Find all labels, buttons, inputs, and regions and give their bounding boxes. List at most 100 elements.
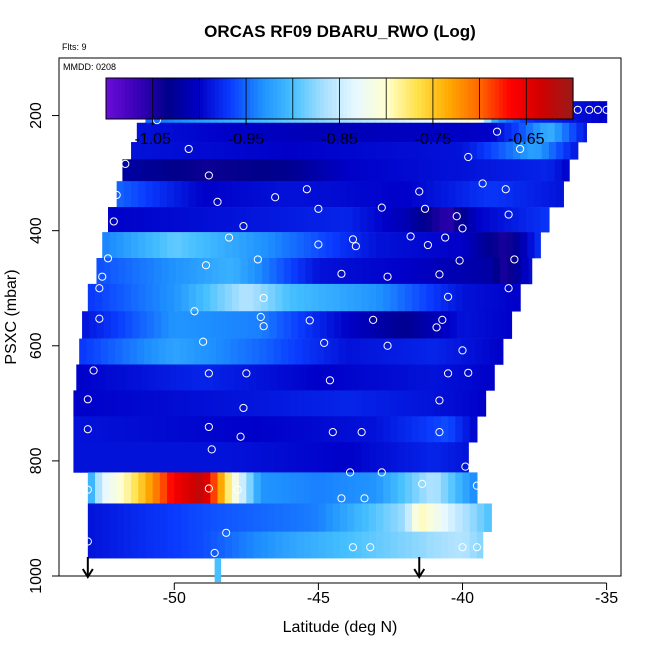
heatmap-cell xyxy=(201,122,210,143)
heatmap-cell xyxy=(341,311,350,339)
heatmap-cell xyxy=(303,283,312,312)
heatmap-cell xyxy=(283,258,292,285)
heatmap-cell xyxy=(406,311,415,339)
heatmap-cell xyxy=(159,531,168,559)
heatmap-cell xyxy=(412,232,420,259)
data-point xyxy=(124,129,133,139)
colorbar-swatch xyxy=(304,78,309,119)
heatmap-cell xyxy=(347,181,356,208)
heatmap-cell xyxy=(303,503,312,532)
data-point xyxy=(377,468,386,477)
colorbar-swatch xyxy=(421,78,426,119)
heatmap-cell xyxy=(195,390,204,417)
heatmap-cell xyxy=(302,338,311,365)
heatmap-cell xyxy=(154,311,162,339)
heatmap-cell xyxy=(246,416,255,443)
heatmap-cell xyxy=(180,122,188,143)
colorbar-swatch xyxy=(121,78,127,119)
heatmap-cell xyxy=(223,338,232,365)
heatmap-cell xyxy=(239,390,247,417)
heatmap-cell xyxy=(181,283,190,312)
colorbar-swatch xyxy=(152,78,158,119)
data-point xyxy=(461,462,470,471)
heatmap-cell xyxy=(390,416,399,443)
heatmap-cell xyxy=(453,159,462,182)
heatmap-cell xyxy=(152,416,161,443)
colorbar-tick-label: -0.95 xyxy=(228,131,265,148)
heatmap-cell xyxy=(492,311,501,339)
heatmap-cell xyxy=(247,258,256,285)
data-point xyxy=(366,543,375,552)
heatmap-cell xyxy=(390,390,399,417)
heatmap-cell xyxy=(352,338,361,365)
heatmap-cell xyxy=(210,416,219,443)
heatmap-cell xyxy=(231,503,240,532)
heatmap-cell xyxy=(376,416,384,443)
heatmap-cell xyxy=(138,503,147,532)
heatmap-cell xyxy=(417,122,426,143)
heatmap-cell xyxy=(475,159,484,182)
heatmap-cell xyxy=(548,181,557,208)
heatmap-cell xyxy=(388,207,397,233)
heatmap-cell xyxy=(296,416,305,443)
heatmap-cell xyxy=(302,159,311,182)
colorbar-swatch xyxy=(425,78,430,119)
heatmap-cell xyxy=(182,311,191,339)
heatmap-cell xyxy=(289,503,298,532)
heatmap-cell xyxy=(368,283,377,312)
heatmap-cell xyxy=(361,232,370,259)
heatmap-cell xyxy=(325,531,334,559)
heatmap-cell xyxy=(426,472,435,504)
heatmap-cell xyxy=(188,472,197,504)
heatmap-cell xyxy=(129,338,138,365)
heatmap-cell xyxy=(87,503,96,532)
heatmap-cell xyxy=(468,159,477,182)
heatmap-cell xyxy=(407,364,416,391)
heatmap-cell xyxy=(325,232,334,259)
heatmap-cell xyxy=(174,142,183,160)
heatmap-cell xyxy=(340,531,348,559)
heatmap-cell xyxy=(217,416,226,443)
heatmap-cell xyxy=(448,232,456,259)
heatmap-cell xyxy=(410,338,419,365)
heatmap-cell xyxy=(181,503,190,532)
heatmap-cell xyxy=(456,258,465,285)
heatmap-cell xyxy=(275,503,283,532)
colorbar-swatch xyxy=(187,78,193,119)
heatmap-cell xyxy=(273,122,282,143)
heatmap-cell xyxy=(195,232,204,259)
heatmap-cell xyxy=(110,311,119,339)
heatmap-cell xyxy=(168,311,177,339)
colorbar-swatch xyxy=(436,78,442,119)
heatmap-cell xyxy=(383,503,392,532)
heatmap-cell xyxy=(296,531,305,559)
heatmap-cell xyxy=(198,364,207,391)
heatmap-cell xyxy=(440,232,449,259)
heatmap-cell xyxy=(195,283,204,312)
heatmap-cell xyxy=(239,531,247,559)
heatmap-cell xyxy=(233,311,242,339)
heatmap-cell xyxy=(469,232,478,259)
heatmap-cell xyxy=(448,442,456,473)
heatmap-cell xyxy=(478,311,487,339)
data-point xyxy=(348,235,358,244)
heatmap-cell xyxy=(224,283,233,312)
colorbar-swatch xyxy=(176,78,181,119)
heatmap-cell xyxy=(267,442,276,473)
colorbar-swatch xyxy=(537,78,543,119)
colorbar-swatch xyxy=(456,78,461,119)
data-point xyxy=(305,316,314,325)
heatmap-cell xyxy=(482,159,491,182)
heatmap-cell xyxy=(210,142,219,160)
heatmap-row xyxy=(87,531,484,559)
heatmap-cell xyxy=(367,207,376,233)
heatmap-cell xyxy=(217,232,226,259)
heatmap-cell xyxy=(145,232,154,259)
colorbar-swatch xyxy=(191,78,197,119)
heatmap-cell xyxy=(383,232,392,259)
heatmap-cell xyxy=(498,181,507,208)
heatmap-cell xyxy=(226,258,234,285)
heatmap-cell xyxy=(345,159,354,182)
heatmap-cell xyxy=(440,503,449,532)
heatmap-cell xyxy=(216,159,224,182)
